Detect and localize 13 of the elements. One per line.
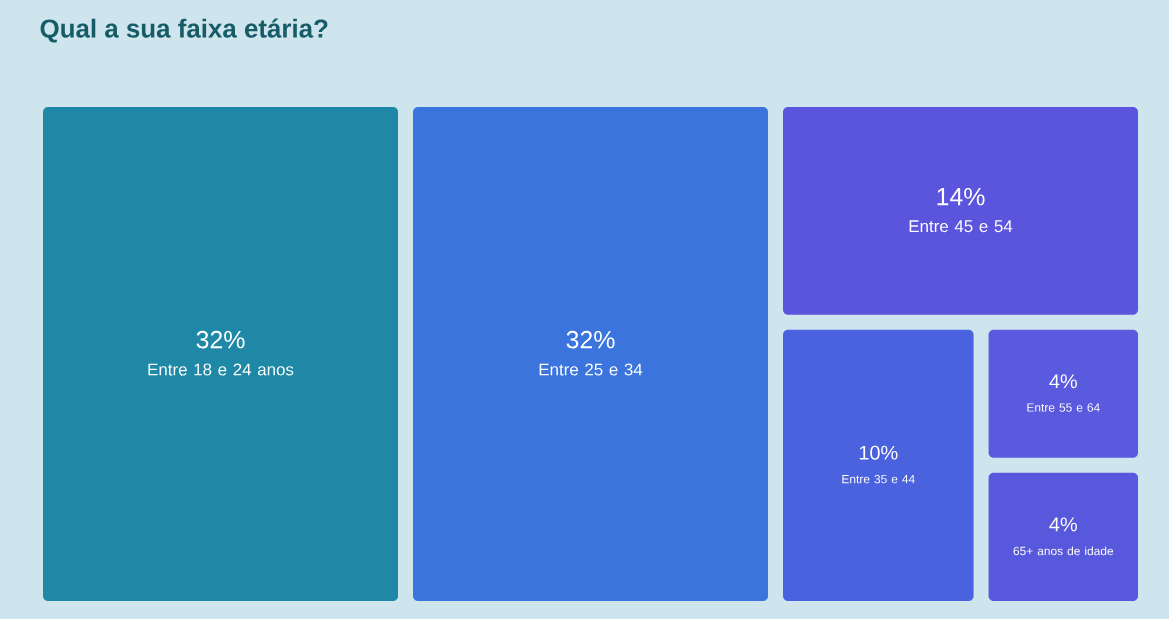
category-label: Entre 18 e 24 anos xyxy=(148,363,294,376)
category-label: Entre 35 e 44 xyxy=(842,474,915,484)
data-label: 4% xyxy=(1049,374,1077,389)
data-label: 4% xyxy=(1049,517,1077,532)
data-label: 32% xyxy=(566,330,615,349)
category-label: Entre 25 e 34 xyxy=(539,363,643,376)
data-label: 10% xyxy=(859,445,898,460)
category-label: Entre 55 e 64 xyxy=(1027,403,1100,412)
category-label: Entre 45 e 54 xyxy=(909,220,1013,233)
text: Qual a sua faixa etária? xyxy=(40,18,328,43)
data-label: 14% xyxy=(937,187,985,206)
data-label: 32% xyxy=(196,330,245,349)
category-label: 65+ anos de idade xyxy=(1013,546,1114,556)
